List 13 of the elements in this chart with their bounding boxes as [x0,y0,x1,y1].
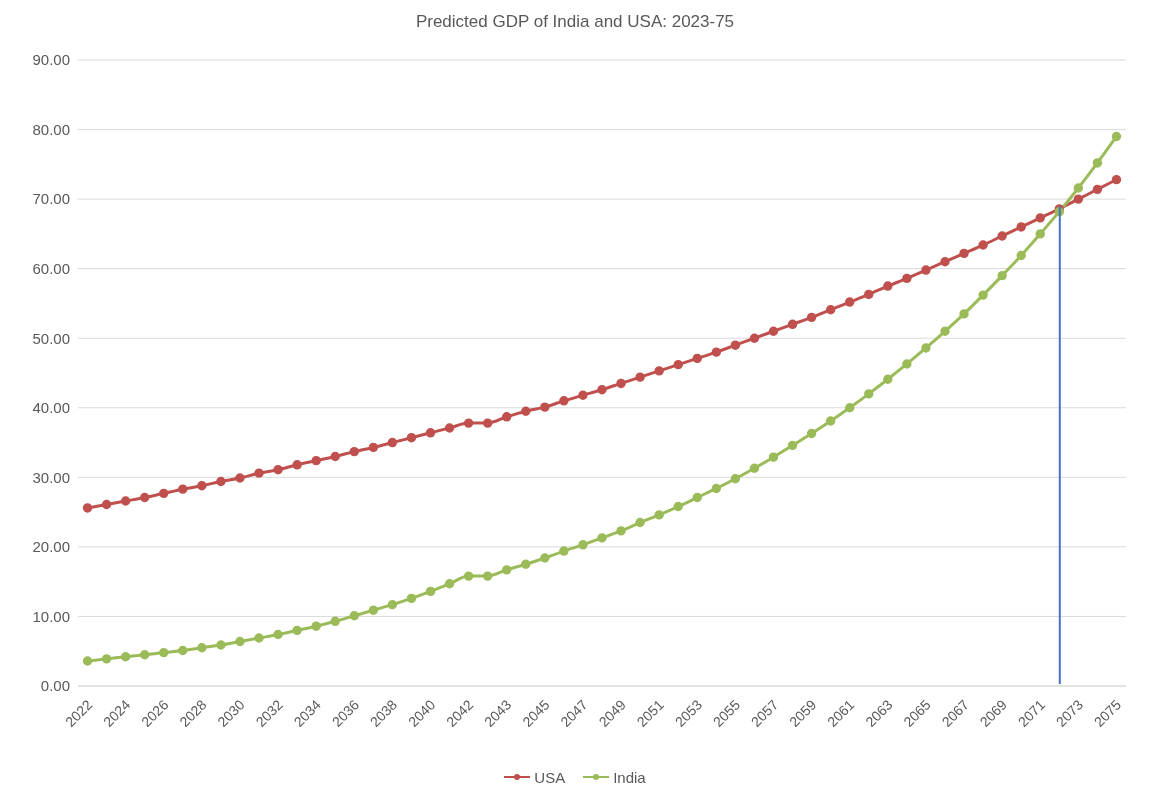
y-tick-label: 60.00 [32,260,70,278]
y-tick-label: 50.00 [32,329,70,347]
chart-title: Predicted GDP of India and USA: 2023-75 [414,11,736,33]
y-tick-label: 70.00 [32,190,70,208]
y-tick-label: 0.00 [40,677,70,695]
y-tick-label: 20.00 [32,538,70,556]
legend-label: USA [534,768,566,786]
y-tick-label: 10.00 [32,608,70,626]
y-tick-label: 40.00 [32,399,70,417]
legend-label: India [613,768,646,786]
y-tick-label: 30.00 [32,468,70,486]
y-tick-label: 90.00 [32,51,70,69]
y-tick-label: 80.00 [32,121,70,139]
